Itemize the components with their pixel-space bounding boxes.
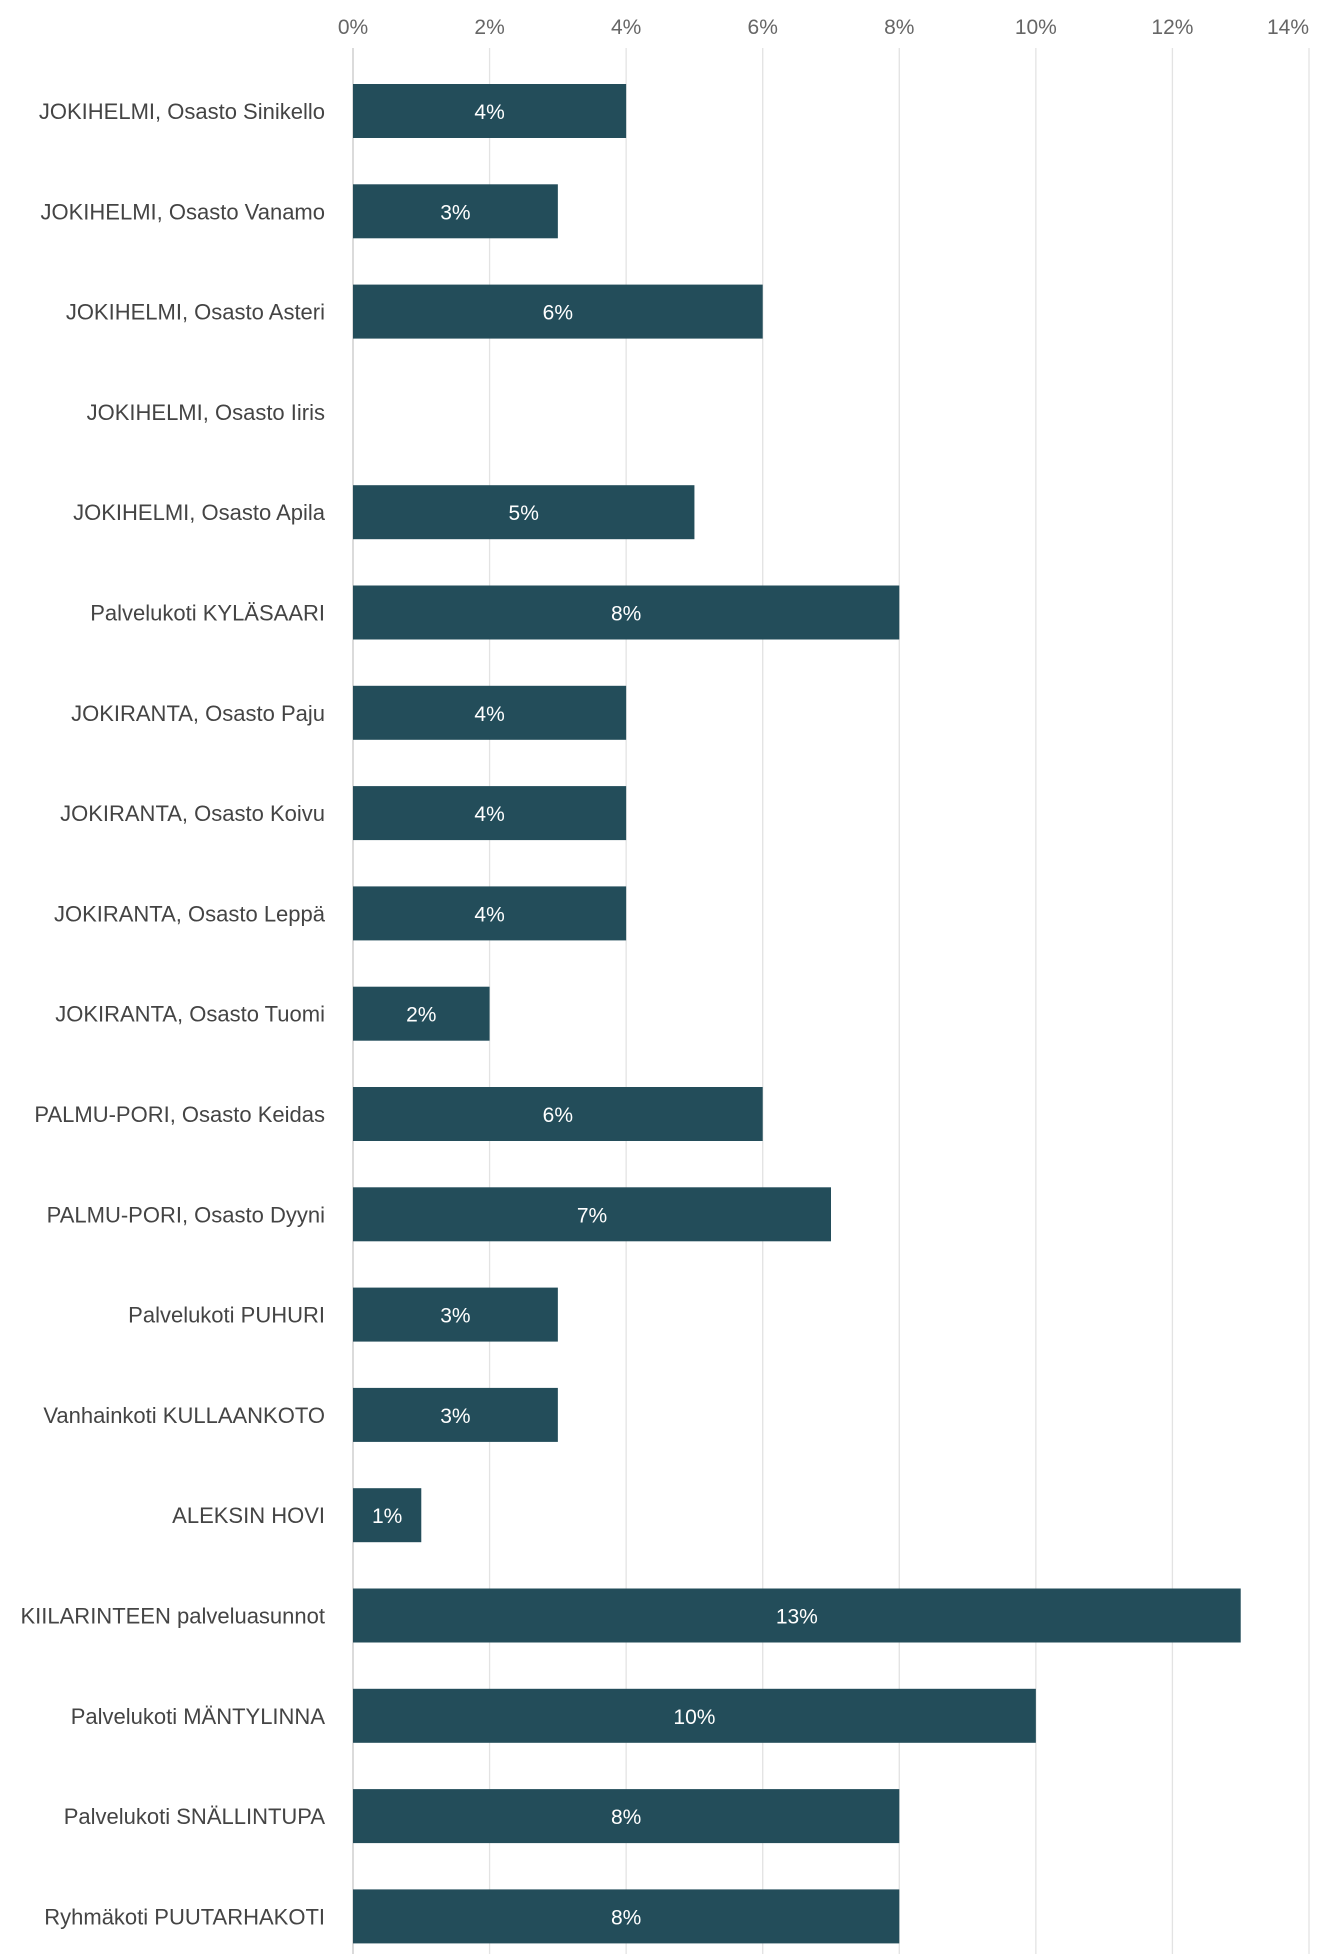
category-label: Palvelukoti MÄNTYLINNA: [71, 1704, 326, 1729]
category-label: PALMU-PORI, Osasto Dyyni: [47, 1202, 325, 1227]
x-tick-label: 12%: [1151, 16, 1193, 39]
data-label: 5%: [509, 502, 539, 525]
category-label: JOKIHELMI, Osasto Iiris: [87, 400, 325, 425]
data-label: 3%: [440, 1405, 470, 1428]
data-label: 8%: [611, 603, 641, 626]
bar: [353, 1588, 1241, 1643]
data-label: 13%: [776, 1606, 818, 1629]
bar: [353, 685, 627, 740]
bar: [353, 1889, 900, 1944]
data-label: 6%: [543, 302, 573, 325]
category-label: KIILARINTEEN palveluasunnot: [21, 1604, 326, 1629]
data-label: 10%: [673, 1706, 715, 1729]
category-label: JOKIRANTA, Osasto Paju: [71, 701, 325, 726]
data-label: 4%: [474, 703, 504, 726]
bar: [353, 1488, 422, 1543]
category-label: Ryhmäkoti PUUTARHAKOTI: [44, 1904, 325, 1929]
data-label: 6%: [543, 1104, 573, 1127]
data-label: 4%: [474, 101, 504, 124]
x-tick-label: 14%: [1267, 16, 1309, 39]
category-label: JOKIRANTA, Osasto Tuomi: [55, 1002, 325, 1027]
category-label: Vanhainkoti KULLAANKOTO: [43, 1403, 325, 1428]
data-label: 4%: [474, 903, 504, 926]
bar: [353, 786, 627, 841]
bar: [353, 886, 627, 941]
bar: [353, 84, 627, 138]
data-label: 8%: [611, 1906, 641, 1929]
category-label: JOKIHELMI, Osasto Sinikello: [39, 99, 325, 124]
data-label: 7%: [577, 1204, 607, 1227]
bar: [353, 1688, 1036, 1743]
gridlines: [352, 48, 1310, 1954]
bars: [353, 84, 1241, 1944]
category-label: JOKIRANTA, Osasto Leppä: [54, 901, 326, 926]
bar: [353, 1087, 763, 1141]
bar: [353, 1287, 558, 1342]
bar: [353, 1387, 558, 1442]
category-label: Palvelukoti KYLÄSAARI: [90, 601, 325, 626]
data-labels: 4% 3% 6% 5% 8% 4% 4% 4% 2% 6% 7% 3% 3% 1% 13% 10% 8% 8%: [372, 101, 818, 1929]
bar: [353, 986, 490, 1041]
x-tick-label: 10%: [1015, 16, 1057, 39]
data-label: 3%: [440, 1305, 470, 1328]
bar: [353, 1187, 831, 1242]
x-tick-label: 6%: [748, 16, 778, 39]
bar: [353, 284, 763, 339]
category-label: JOKIRANTA, Osasto Koivu: [60, 801, 325, 826]
data-label: 1%: [372, 1505, 402, 1528]
bar: [353, 485, 695, 540]
category-label: Palvelukoti PUHURI: [128, 1303, 325, 1328]
bar: [353, 585, 900, 640]
category-label: JOKIHELMI, Osasto Asteri: [66, 300, 325, 325]
category-label: ALEKSIN HOVI: [172, 1503, 325, 1528]
category-label: PALMU-PORI, Osasto Keidas: [34, 1102, 325, 1127]
data-label: 4%: [474, 803, 504, 826]
category-label: Palvelukoti SNÄLLINTUPA: [64, 1804, 326, 1829]
category-label: JOKIHELMI, Osasto Apila: [73, 500, 326, 525]
x-axis-ticks: 0% 2% 4% 6% 8% 10% 12% 14%: [338, 16, 1309, 39]
x-tick-label: 2%: [474, 16, 504, 39]
category-label: JOKIHELMI, Osasto Vanamo: [41, 199, 325, 224]
category-labels: JOKIHELMI, Osasto Sinikello JOKIHELMI, Os…: [21, 99, 326, 1929]
data-label: 8%: [611, 1806, 641, 1829]
data-label: 3%: [440, 201, 470, 224]
data-label: 2%: [406, 1004, 436, 1027]
bar: [353, 184, 558, 239]
x-tick-label: 4%: [611, 16, 641, 39]
x-tick-label: 0%: [338, 16, 368, 39]
bar: [353, 1789, 900, 1844]
x-tick-label: 8%: [884, 16, 914, 39]
